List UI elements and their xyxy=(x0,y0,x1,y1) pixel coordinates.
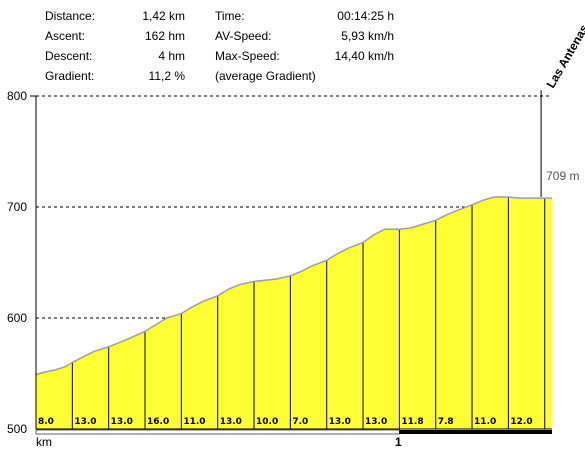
stat-label-descent: Descent: xyxy=(45,49,93,63)
waypoint-name-label: Las Antenas xyxy=(544,22,585,91)
segment-gradient-label: 8.0 xyxy=(38,417,54,427)
chart-axes xyxy=(30,95,552,430)
x-axis-label: km xyxy=(36,435,52,449)
stat-value-ascent: 162 hm xyxy=(144,29,185,43)
stat-value-max-speed: 14,40 km/h xyxy=(334,49,394,63)
stat-label-ascent: Ascent: xyxy=(45,29,86,43)
y-tick-label: 700 xyxy=(7,200,27,214)
segment-gradient-label: 16.0 xyxy=(147,417,169,427)
stat-value-time: 00:14:25 h xyxy=(337,9,394,23)
segment-gradient-label: 11.8 xyxy=(401,417,423,427)
segment-gradient-label: 7.8 xyxy=(438,417,454,427)
segment-gradient-label: 13.0 xyxy=(329,417,351,427)
segment-gradient-label: 11.0 xyxy=(474,417,496,427)
elevation-label: 709 m xyxy=(546,169,579,183)
stat-label-gradient: Gradient: xyxy=(45,69,95,83)
stat-label-distance: Distance: xyxy=(45,9,96,23)
segment-gradient-label: 13.0 xyxy=(111,417,133,427)
stat-value-av-speed: 5,93 km/h xyxy=(341,29,394,43)
segment-gradient-label: 13.0 xyxy=(220,417,242,427)
segment-gradient-label: 7.0 xyxy=(292,417,308,427)
y-tick-label: 800 xyxy=(7,89,27,103)
elevation-line xyxy=(35,196,552,376)
chart-annotations: 709 m Las Antenas xyxy=(540,22,585,198)
y-tick-labels: 500 600 700 800 xyxy=(7,89,27,436)
stat-label-av-speed: AV-Speed: xyxy=(215,29,272,43)
segment-gradient-label: 13.0 xyxy=(74,417,96,427)
y-tick-label: 600 xyxy=(7,311,27,325)
km-bar-segment xyxy=(35,429,400,435)
x-tick-label: 1 xyxy=(395,435,402,449)
stat-value-descent: 4 hm xyxy=(158,49,185,63)
stat-value-distance: 1,42 km xyxy=(142,9,185,23)
stat-label-average-gradient: (average Gradient) xyxy=(215,69,316,83)
segment-gradient-label: 12.0 xyxy=(510,417,532,427)
stat-label-max-speed: Max-Speed: xyxy=(215,49,280,63)
stat-value-gradient: 11,2 % xyxy=(148,69,185,83)
x-axis: km 1 xyxy=(35,429,552,449)
segment-gradient-label: 10.0 xyxy=(256,417,278,427)
segment-gradient-label: 13.0 xyxy=(365,417,387,427)
stat-label-time: Time: xyxy=(215,9,245,23)
y-tick-label: 500 xyxy=(7,422,27,436)
km-bar-segment xyxy=(399,430,552,434)
gradient-segments: 8.0 13.0 13.0 16.0 11.0 13.0 10.0 7.0 13.0 13.0 11… xyxy=(38,197,546,429)
elevation-area xyxy=(36,197,552,429)
segment-gradient-label: 11.0 xyxy=(183,417,205,427)
